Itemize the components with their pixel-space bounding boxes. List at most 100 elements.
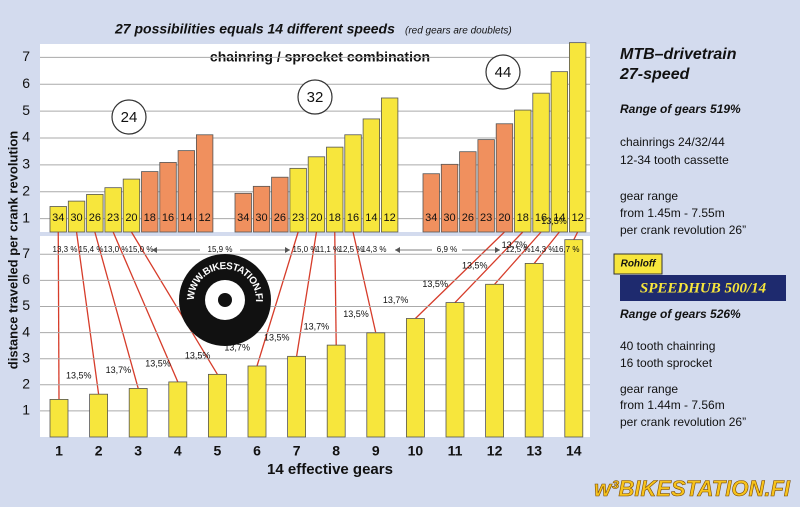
step-label: 14,3 %: [531, 245, 556, 254]
bar: [252, 185, 271, 233]
arrow-head: [395, 247, 400, 253]
side-text: per crank revolution 26”: [620, 223, 746, 237]
y-axis-label: distance travelled per crank revolution: [5, 131, 20, 369]
connector: [57, 231, 60, 400]
y-tick-label: 4: [22, 323, 30, 339]
step-label: 12,5 %: [506, 245, 531, 254]
bar-category: 14: [553, 212, 565, 224]
connector: [352, 231, 377, 333]
bar: [122, 178, 141, 233]
bar: [366, 332, 386, 438]
y-tick-label: 7: [22, 245, 30, 261]
side-text: chainrings 24/32/44: [620, 135, 725, 149]
bar-category: 26: [462, 212, 474, 224]
bar: [49, 399, 69, 438]
step-label: 13,5%: [462, 261, 488, 271]
side-range: Range of gears 519%: [620, 102, 741, 116]
step-label: 12,5 %: [339, 245, 364, 254]
bar-category: 16: [535, 212, 547, 224]
bar-category: 18: [329, 212, 341, 224]
bar: [89, 393, 108, 438]
brand-box: [613, 253, 663, 275]
y-tick-label: 5: [22, 297, 30, 313]
footer-logo: w³BIKESTATION.FI: [594, 476, 791, 501]
side-subtitle: 27-speed: [619, 66, 691, 83]
connector: [334, 231, 337, 346]
step-label: 15,9 %: [208, 245, 233, 254]
bar: [405, 318, 425, 438]
hub-box: [620, 275, 786, 301]
bar: [440, 163, 459, 233]
bar-category: 26: [274, 212, 286, 224]
bar-category: 30: [255, 212, 267, 224]
step-label: 13,7%: [106, 365, 132, 375]
bar: [159, 162, 177, 233]
bar: [128, 388, 148, 438]
connector: [573, 231, 579, 240]
step-label: 15,4 %: [79, 245, 104, 254]
y-tick-label: 1: [22, 209, 30, 225]
side-title: MTB–drivetrain: [620, 46, 737, 63]
bar-category: 20: [125, 212, 137, 224]
side-text: 16 tooth sprocket: [620, 356, 713, 370]
x-tick-label: 5: [214, 443, 222, 459]
bar-category: 20: [310, 212, 322, 224]
step-label: 13,7%: [304, 321, 330, 331]
x-tick-label: 6: [253, 443, 261, 459]
step-label: 6,9 %: [437, 245, 457, 254]
bar: [514, 109, 532, 233]
bar: [247, 365, 267, 438]
group-name: 24: [121, 109, 138, 126]
x-tick-label: 2: [95, 443, 103, 459]
note: (red gears are doublets): [405, 26, 512, 37]
side-text: gear range: [620, 189, 678, 203]
bar: [485, 283, 505, 438]
step-label: 13,7%: [383, 295, 409, 305]
step-label: 13,5%: [422, 279, 448, 289]
hub-range: Range of gears 526%: [620, 307, 741, 321]
step-label: 15,0 %: [129, 245, 154, 254]
side-text: 40 tooth chainring: [620, 339, 715, 353]
bar: [344, 134, 362, 233]
step-label: 13,5%: [541, 216, 567, 226]
bar: [326, 146, 344, 233]
logo-center: [218, 293, 232, 307]
y-tick-label: 4: [22, 129, 30, 145]
bar: [86, 193, 104, 233]
step-label: 11,1 %: [316, 245, 340, 254]
x-tick-label: 8: [332, 443, 340, 459]
step-label: 13,5%: [185, 351, 211, 361]
y-tick-label: 2: [22, 182, 30, 198]
bar-category: 26: [89, 212, 101, 224]
y-tick-label: 3: [22, 349, 30, 365]
bar-category: 20: [498, 212, 510, 224]
step-label: 13,5%: [145, 358, 171, 368]
arrow-head: [285, 247, 290, 253]
side-text: from 1.45m - 7.55m: [620, 206, 725, 220]
x-tick-label: 3: [134, 443, 142, 459]
bar: [495, 123, 514, 233]
bar-category: 30: [70, 212, 82, 224]
step-label: 16,7 %: [555, 245, 580, 254]
group-name: 44: [495, 64, 512, 81]
connector: [295, 231, 318, 357]
bar: [141, 171, 159, 233]
bar: [67, 200, 86, 233]
connectors: [57, 231, 579, 400]
bar: [49, 206, 67, 233]
bar: [177, 150, 196, 233]
connector: [454, 231, 524, 304]
bar: [380, 97, 399, 233]
bar-category: 23: [480, 212, 492, 224]
connector: [94, 231, 139, 389]
bar-category: 30: [443, 212, 455, 224]
side-text: 12-34 tooth cassette: [620, 153, 729, 167]
step-label: 13,3 %: [53, 245, 78, 254]
bar: [207, 373, 227, 438]
x-tick-label: 9: [372, 443, 380, 459]
bar: [289, 167, 307, 233]
bar: [532, 92, 550, 233]
arrow-head: [152, 247, 157, 253]
